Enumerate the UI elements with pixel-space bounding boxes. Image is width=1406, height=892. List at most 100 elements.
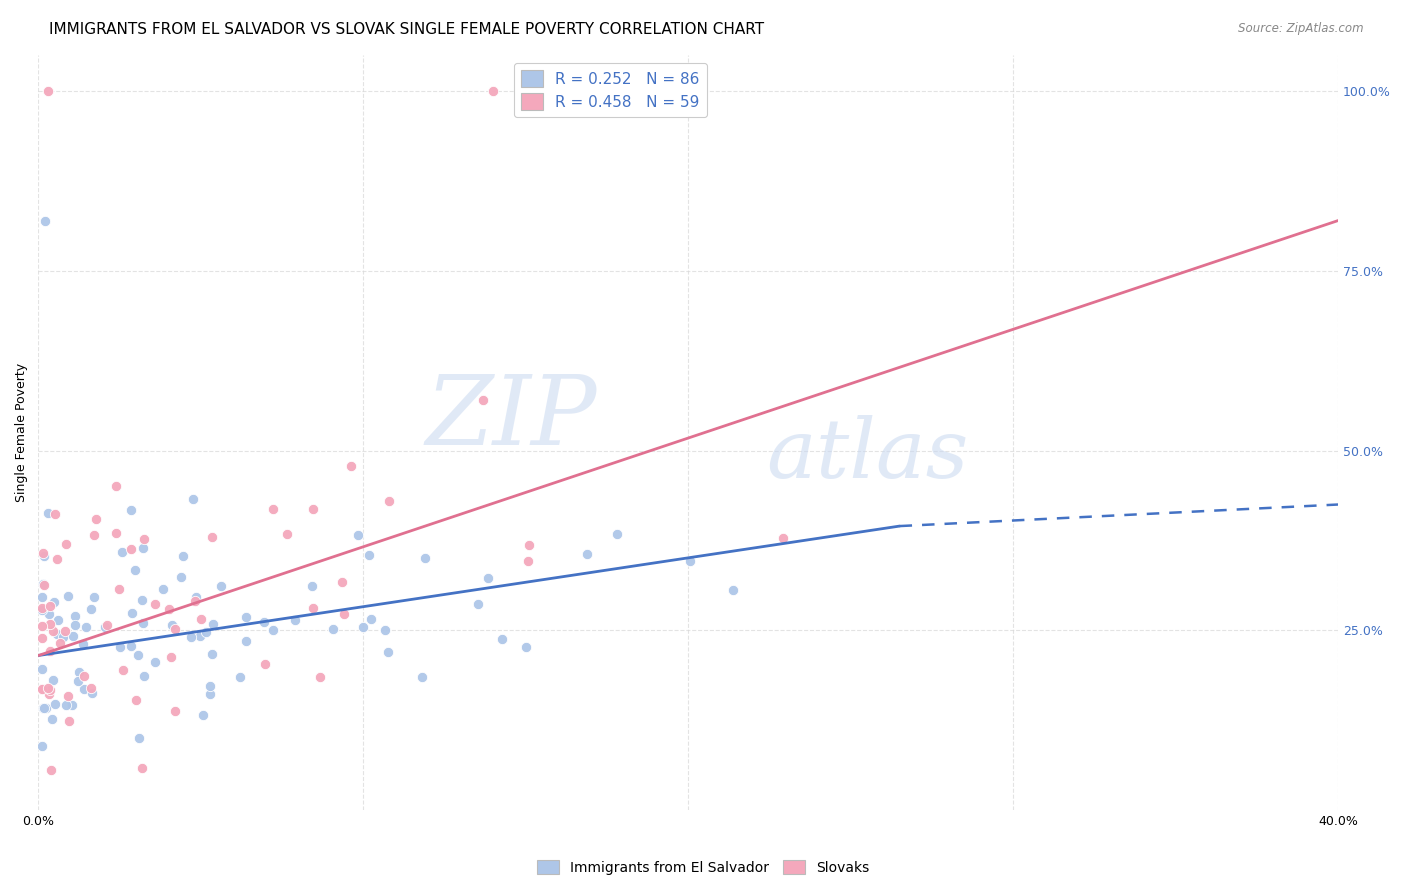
- Point: [42, 624, 65, 638]
- Point: [132, 615, 155, 630]
- Point: [229, 670, 252, 684]
- Point: [42, 673, 65, 687]
- Point: [56, 689, 79, 703]
- Point: [31, 662, 53, 676]
- Point: [128, 731, 150, 745]
- Point: [62, 629, 84, 643]
- Point: [67, 665, 90, 679]
- Point: [34, 213, 56, 227]
- Point: [276, 527, 298, 541]
- Point: [31, 619, 53, 633]
- Point: [45, 626, 67, 640]
- Point: [105, 525, 128, 540]
- Point: [191, 708, 214, 723]
- Point: [84, 512, 107, 526]
- Point: [75, 620, 97, 634]
- Point: [198, 679, 221, 693]
- Point: [120, 640, 142, 654]
- Point: [772, 531, 794, 545]
- Point: [132, 532, 155, 546]
- Point: [32, 546, 55, 560]
- Point: [377, 645, 399, 659]
- Point: [31, 631, 53, 645]
- Point: [63, 609, 86, 624]
- Point: [39, 683, 62, 698]
- Point: [477, 571, 499, 585]
- Point: [121, 606, 143, 620]
- Point: [209, 579, 232, 593]
- Point: [53, 624, 76, 639]
- Point: [31, 681, 53, 696]
- Point: [125, 693, 148, 707]
- Point: [31, 739, 53, 754]
- Point: [252, 615, 274, 630]
- Point: [60, 698, 83, 713]
- Point: [322, 622, 344, 636]
- Point: [131, 760, 153, 774]
- Point: [127, 648, 149, 662]
- Point: [576, 547, 599, 561]
- Point: [517, 554, 540, 568]
- Point: [46, 613, 69, 627]
- Point: [467, 597, 489, 611]
- Point: [39, 643, 62, 657]
- Point: [58, 714, 80, 728]
- Point: [160, 650, 183, 665]
- Point: [56, 589, 79, 603]
- Point: [55, 537, 77, 551]
- Point: [32, 701, 55, 715]
- Point: [83, 528, 105, 542]
- Point: [120, 542, 142, 557]
- Point: [330, 574, 353, 589]
- Point: [198, 687, 221, 701]
- Point: [184, 590, 207, 604]
- Point: [38, 599, 60, 613]
- Point: [124, 563, 146, 577]
- Point: [170, 570, 193, 584]
- Point: [163, 622, 186, 636]
- Point: [96, 618, 118, 632]
- Legend: R = 0.252   N = 86, R = 0.458   N = 59: R = 0.252 N = 86, R = 0.458 N = 59: [513, 62, 707, 118]
- Text: Source: ZipAtlas.com: Source: ZipAtlas.com: [1239, 22, 1364, 36]
- Point: [235, 610, 257, 624]
- Point: [38, 617, 60, 632]
- Point: [340, 458, 363, 473]
- Point: [472, 392, 495, 407]
- Point: [46, 552, 69, 566]
- Point: [110, 640, 132, 655]
- Point: [374, 623, 396, 637]
- Point: [67, 674, 90, 689]
- Point: [83, 590, 105, 604]
- Point: [32, 577, 55, 591]
- Point: [131, 592, 153, 607]
- Point: [347, 527, 370, 541]
- Point: [52, 630, 75, 644]
- Point: [38, 607, 60, 621]
- Point: [333, 607, 356, 622]
- Point: [132, 541, 155, 556]
- Point: [37, 84, 59, 98]
- Text: IMMIGRANTS FROM EL SALVADOR VS SLOVAK SINGLE FEMALE POVERTY CORRELATION CHART: IMMIGRANTS FROM EL SALVADOR VS SLOVAK SI…: [49, 22, 765, 37]
- Point: [143, 597, 166, 611]
- Point: [55, 698, 77, 713]
- Point: [35, 701, 58, 715]
- Point: [180, 630, 202, 644]
- Text: ZIP: ZIP: [426, 370, 598, 465]
- Point: [202, 616, 225, 631]
- Point: [181, 491, 204, 506]
- Point: [143, 656, 166, 670]
- Point: [413, 551, 436, 566]
- Point: [72, 669, 94, 683]
- Point: [82, 686, 104, 700]
- Point: [360, 612, 382, 626]
- Point: [39, 763, 62, 777]
- Point: [190, 612, 212, 626]
- Point: [235, 634, 257, 648]
- Point: [37, 681, 59, 696]
- Point: [44, 697, 66, 711]
- Point: [134, 669, 156, 683]
- Point: [284, 613, 307, 627]
- Point: [48, 636, 70, 650]
- Point: [195, 624, 218, 639]
- Point: [302, 600, 325, 615]
